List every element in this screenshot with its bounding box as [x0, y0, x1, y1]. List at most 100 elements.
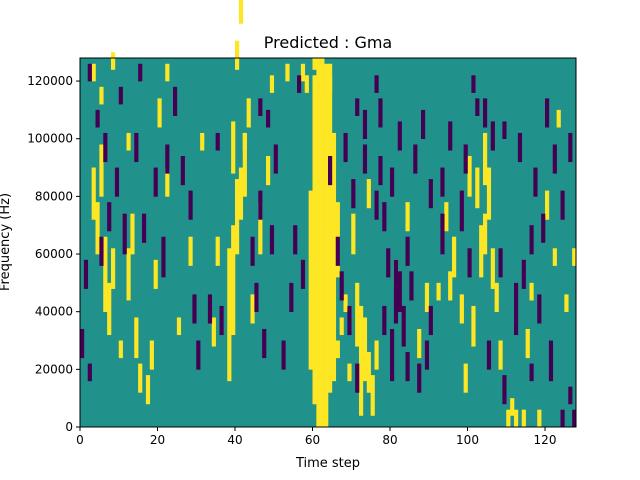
heatmap-cell-low: [424, 340, 430, 370]
heatmap-cell-low: [382, 202, 387, 232]
heatmap-cell-low: [529, 225, 534, 255]
heatmap-cell-low: [219, 305, 224, 336]
heatmap-cell-high: [556, 109, 561, 128]
heatmap-cell-high: [95, 202, 100, 255]
heatmap-cell-low: [215, 132, 220, 151]
heatmap-cell-high: [475, 167, 480, 209]
heatmap-cell-high: [324, 63, 329, 428]
heatmap-cell-low: [351, 179, 356, 209]
heatmap-cell-low: [378, 98, 383, 128]
plot-frame: [79, 57, 577, 428]
heatmap-cell-low: [440, 167, 445, 197]
heatmap-cell-low: [122, 213, 127, 255]
heatmap-cell-high: [552, 248, 557, 266]
heatmap-cell-low: [517, 132, 523, 163]
heatmap-cell-high: [366, 179, 371, 209]
heatmap-cell-high: [126, 132, 131, 151]
heatmap-cell-low: [80, 328, 85, 359]
heatmap-cell-high: [200, 132, 205, 151]
heatmap-cell-high: [448, 271, 453, 301]
heatmap-cell-high: [572, 248, 577, 266]
heatmap-cell-low: [180, 156, 185, 186]
heatmap-cell-high: [227, 248, 232, 382]
heatmap-cell-low: [428, 179, 433, 209]
heatmap-cell-low: [448, 121, 453, 151]
heatmap-cell-low: [118, 86, 123, 105]
heatmap-cell-high: [359, 305, 364, 416]
heatmap-cell-low: [548, 340, 554, 382]
heatmap-cell-high: [258, 202, 263, 255]
heatmap-cell-high: [118, 340, 123, 359]
heatmap-cell-low: [475, 98, 480, 116]
x-tick-label: 100: [456, 433, 479, 447]
chart-title: Predicted : Gma: [264, 33, 392, 52]
x-tick-label: 60: [305, 433, 320, 447]
heatmap-cell-low: [297, 75, 302, 93]
heatmap-cell-high: [525, 328, 530, 359]
heatmap-cell-low: [355, 98, 360, 116]
heatmap-cell-high: [188, 236, 193, 266]
heatmap-cell-low: [254, 282, 259, 312]
heatmap-cell-low: [83, 259, 89, 289]
heatmap-cell-low: [335, 236, 340, 266]
heatmap-cell-high: [238, 0, 244, 24]
heatmap-cell-high: [483, 213, 488, 255]
heatmap-cell-high: [343, 294, 348, 312]
heatmap-cell-high: [215, 236, 220, 266]
x-tick-label: 80: [382, 433, 397, 447]
heatmap-cell-high: [99, 86, 104, 105]
heatmap-cell-high: [328, 63, 333, 93]
heatmap-cell-high: [145, 375, 151, 405]
heatmap-cell-low: [281, 340, 286, 370]
heatmap-cell-high: [266, 156, 271, 186]
heatmap-cell-high: [231, 121, 236, 174]
heatmap-cell-low: [421, 109, 426, 140]
heatmap-cell-low: [568, 132, 573, 163]
heatmap-cell-high: [269, 75, 275, 93]
heatmap-cell-high: [537, 409, 542, 428]
heatmap-cell-high: [103, 236, 108, 312]
heatmap-cell-low: [87, 63, 92, 82]
heatmap-cell-low: [347, 305, 352, 336]
heatmap-cell-low: [537, 294, 542, 324]
heatmap-cell-high: [111, 248, 116, 289]
heatmap-cell-high: [479, 225, 484, 278]
heatmap-cell-high: [130, 213, 135, 255]
heatmap-cell-high: [417, 328, 422, 359]
heatmap-cell-high: [347, 363, 352, 382]
heatmap-cell-low: [250, 236, 255, 266]
heatmap-cell-high: [521, 409, 526, 428]
heatmap-cell-low: [378, 156, 383, 186]
heatmap-cell-high: [506, 409, 511, 428]
heatmap-cell-low: [541, 213, 546, 243]
heatmap-cell-high: [149, 340, 154, 370]
heatmap-cell-low: [87, 363, 92, 382]
x-tick-label: 120: [534, 433, 557, 447]
x-tick-label: 20: [150, 433, 165, 447]
heatmap-cell-low: [343, 132, 348, 163]
x-axis-label: Time step: [295, 456, 360, 471]
heatmap-cell-high: [242, 132, 247, 197]
heatmap-cell-high: [467, 156, 472, 197]
heatmap-cell-high: [250, 294, 255, 324]
heatmap-cell-low: [207, 294, 213, 324]
heatmap-cell-high: [285, 63, 290, 82]
heatmap-cell-high: [312, 75, 317, 405]
heatmap-cell-low: [397, 121, 402, 151]
plot-area: [80, 0, 577, 428]
heatmap-cell-low: [258, 190, 263, 220]
y-tick-label: 120000: [27, 74, 73, 88]
heatmap-cell-high: [459, 294, 464, 324]
heatmap-cell-low: [405, 236, 410, 266]
heatmap-cell-low: [560, 409, 565, 428]
heatmap-cell-high: [510, 398, 515, 416]
heatmap-cell-high: [91, 167, 96, 220]
heatmap-cell-low: [99, 236, 104, 266]
heatmap-cell-high: [452, 236, 457, 278]
heatmap-cell-low: [533, 167, 538, 197]
heatmap-cell-low: [293, 225, 298, 255]
heatmap-cell-high: [126, 248, 131, 301]
heatmap-cell-low: [328, 156, 333, 186]
heatmap-cell-low: [568, 386, 573, 405]
heatmap-cell-high: [316, 75, 321, 93]
